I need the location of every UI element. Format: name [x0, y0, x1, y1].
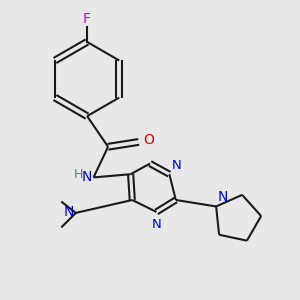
Text: N: N: [64, 205, 74, 219]
Text: N: N: [82, 170, 92, 184]
Text: O: O: [143, 133, 155, 147]
Text: N: N: [218, 190, 228, 204]
Text: F: F: [83, 12, 91, 26]
Text: H: H: [74, 168, 83, 181]
Text: N: N: [152, 218, 161, 231]
Text: N: N: [172, 159, 182, 172]
